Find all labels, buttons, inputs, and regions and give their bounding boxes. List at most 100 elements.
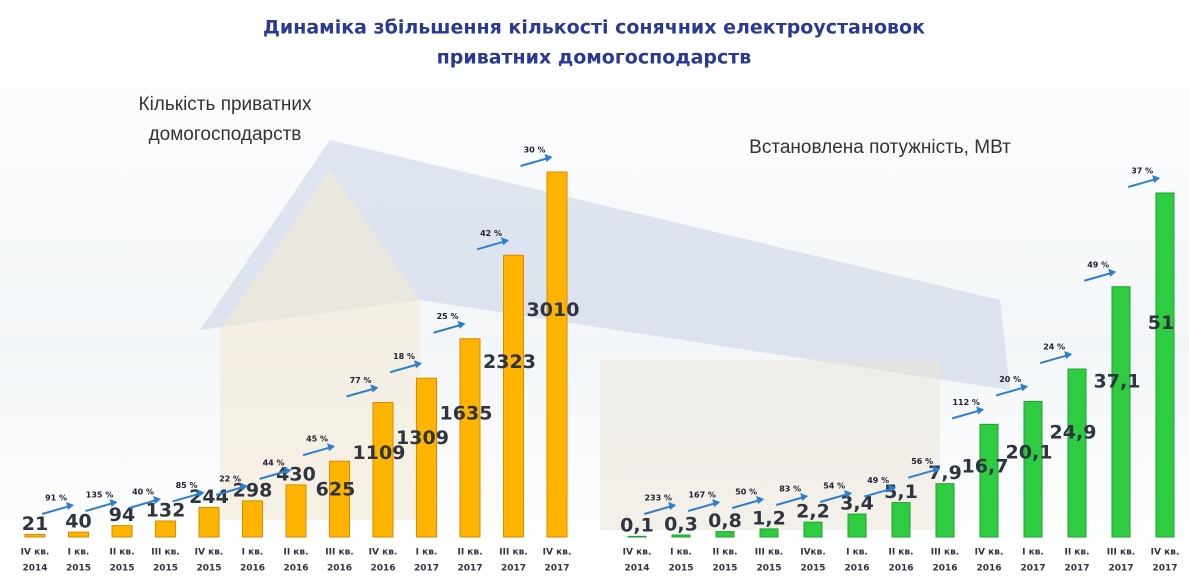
x-tick-label: IV кв.	[543, 548, 572, 558]
value-label: 1309	[396, 427, 449, 449]
bar	[936, 484, 954, 537]
growth-label: 40 %	[132, 488, 154, 497]
x-tick-label: 2015	[196, 564, 221, 574]
bar	[848, 514, 866, 537]
value-label: 2323	[483, 351, 536, 373]
growth-label: 112 %	[952, 398, 980, 407]
value-label: 625	[316, 479, 356, 501]
x-tick-label: 2016	[932, 564, 957, 574]
growth-label: 42 %	[480, 229, 502, 238]
value-label: 0,1	[620, 515, 654, 537]
value-label: 5,1	[884, 481, 918, 503]
growth-label: 91 %	[45, 494, 67, 503]
growth-label: 233 %	[644, 494, 672, 503]
bar	[1112, 287, 1130, 537]
x-tick-label: II кв.	[888, 548, 913, 558]
growth-label: 30 %	[524, 146, 546, 155]
growth-label: 83 %	[779, 485, 801, 494]
x-tick-label: 2016	[976, 564, 1001, 574]
x-tick-label: 2015	[756, 564, 781, 574]
value-label: 0,8	[708, 510, 742, 532]
x-tick-label: IV кв.	[975, 548, 1004, 558]
value-label: 16,7	[962, 456, 1009, 478]
x-tick-label: II кв.	[457, 548, 482, 558]
growth-label: 85 %	[176, 481, 198, 490]
bar	[156, 521, 176, 537]
title-line: Динаміка збільшення кількості сонячних е…	[263, 17, 925, 39]
x-tick-label: III кв.	[151, 548, 179, 558]
value-label: 3010	[527, 299, 580, 321]
chart: Динаміка збільшення кількості сонячних е…	[0, 0, 1189, 578]
x-tick-label: I кв.	[1022, 548, 1044, 558]
bar	[1024, 401, 1042, 537]
value-label: 2,2	[796, 501, 830, 523]
x-tick-label: 2017	[544, 564, 569, 574]
x-tick-label: 2015	[668, 564, 693, 574]
growth-label: 77 %	[350, 376, 372, 385]
bar	[547, 172, 567, 537]
x-tick-label: 2017	[1108, 564, 1133, 574]
x-tick-label: II кв.	[712, 548, 737, 558]
growth-label: 54 %	[823, 482, 845, 491]
x-tick-label: III кв.	[931, 548, 959, 558]
bar	[980, 424, 998, 537]
x-tick-label: 2016	[327, 564, 352, 574]
growth-label: 45 %	[306, 435, 328, 444]
growth-label: 24 %	[1043, 343, 1065, 352]
growth-label: 44 %	[263, 458, 285, 467]
bar	[373, 403, 393, 537]
bar	[804, 522, 822, 537]
x-tick-label: I кв.	[68, 548, 90, 558]
x-tick-label: 2014	[624, 564, 649, 574]
x-tick-label: 2017	[1020, 564, 1045, 574]
bar	[69, 532, 89, 537]
x-tick-label: II кв.	[109, 548, 134, 558]
x-tick-label: 2015	[712, 564, 737, 574]
growth-label: 25 %	[437, 312, 459, 321]
value-label: 7,9	[928, 462, 962, 484]
x-tick-label: IV кв.	[21, 548, 50, 558]
bar	[892, 503, 910, 537]
growth-label: 135 %	[86, 491, 114, 500]
value-label: 40	[65, 511, 91, 533]
value-label: 21	[22, 513, 48, 535]
bar	[199, 507, 219, 537]
x-tick-label: III кв.	[325, 548, 353, 558]
value-label: 20,1	[1006, 441, 1053, 463]
bar	[1068, 369, 1086, 537]
value-label: 1635	[440, 403, 493, 425]
growth-label: 167 %	[688, 491, 716, 500]
x-tick-label: IV кв.	[1151, 548, 1180, 558]
value-label: 1,2	[752, 507, 786, 529]
growth-label: 49 %	[867, 476, 889, 485]
x-tick-label: III кв.	[755, 548, 783, 558]
x-tick-label: IV кв.	[195, 548, 224, 558]
value-label: 37,1	[1094, 370, 1141, 392]
chart-title: домогосподарств	[149, 124, 302, 145]
house-front	[600, 360, 940, 530]
value-label: 51	[1148, 312, 1174, 334]
x-tick-label: III кв.	[499, 548, 527, 558]
x-tick-label: I кв.	[846, 548, 868, 558]
growth-label: 20 %	[999, 375, 1021, 384]
x-tick-label: IVкв.	[800, 548, 826, 558]
x-tick-label: I кв.	[416, 548, 438, 558]
x-tick-label: 2014	[22, 564, 47, 574]
value-label: 24,9	[1050, 421, 1097, 443]
x-tick-label: IV кв.	[623, 548, 652, 558]
growth-label: 22 %	[219, 474, 241, 483]
bar	[243, 501, 263, 537]
growth-label: 49 %	[1087, 260, 1109, 269]
value-label: 132	[146, 499, 186, 521]
x-tick-label: 2016	[240, 564, 265, 574]
value-label: 0,3	[664, 513, 698, 535]
bar	[760, 529, 778, 537]
x-tick-label: I кв.	[242, 548, 264, 558]
growth-label: 56 %	[911, 457, 933, 466]
bar	[460, 339, 480, 537]
x-tick-label: 2017	[1064, 564, 1089, 574]
bar	[286, 485, 306, 537]
x-tick-label: 2017	[501, 564, 526, 574]
x-tick-label: I кв.	[670, 548, 692, 558]
x-tick-label: 2016	[370, 564, 395, 574]
